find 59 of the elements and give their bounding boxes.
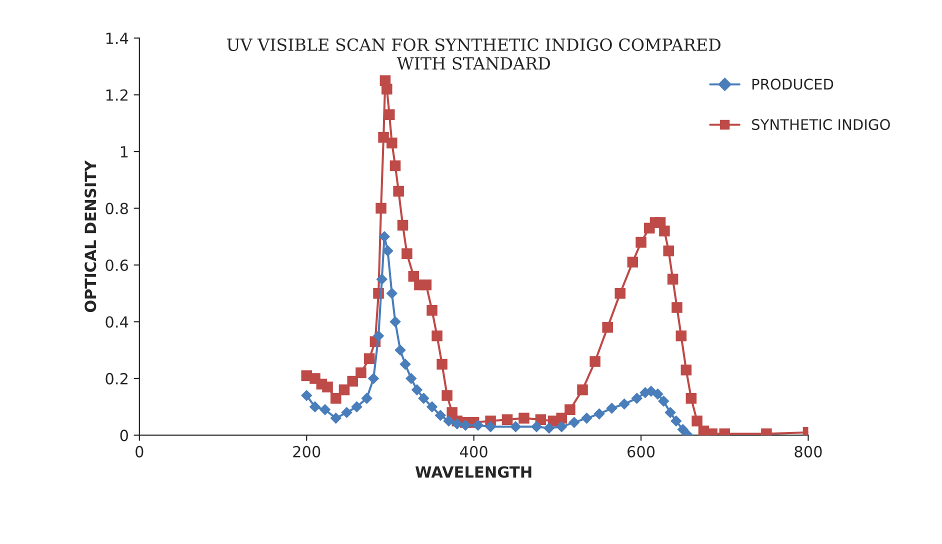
y-tick-label: 0.2 [106, 372, 128, 384]
x-tick-label: 400 [460, 446, 488, 458]
point [531, 421, 542, 432]
x-tick-label: 200 [293, 446, 320, 458]
point [452, 418, 463, 430]
point [606, 402, 618, 414]
y-tick-label: 1 [120, 146, 128, 158]
point [443, 416, 454, 426]
y-tick-label: 1.4 [106, 32, 128, 44]
y-tick-label: 0.4 [106, 316, 128, 328]
point [330, 412, 342, 424]
point [394, 344, 406, 356]
y-axis-title: OPTICAL DENSITY [84, 160, 96, 312]
y-tick-label: 0.6 [106, 259, 128, 272]
point [373, 330, 384, 342]
legend-label: PRODUCED [752, 78, 834, 90]
point [386, 288, 398, 299]
point [378, 231, 390, 242]
point [301, 390, 312, 401]
point [664, 407, 676, 418]
point [361, 392, 372, 404]
legend-label: SYNTHETIC INDIGO [752, 119, 890, 130]
point [677, 424, 688, 435]
chart-title: UV VISIBLE SCAN FOR SYNTHETIC INDIGO COMPARED WITH STANDARD [227, 38, 720, 70]
point [418, 392, 430, 404]
point [556, 421, 568, 432]
point [382, 245, 394, 256]
point [376, 274, 388, 285]
y-tick-label: 0.8 [106, 202, 128, 214]
point [510, 421, 522, 432]
y-tick-label: 1.2 [106, 89, 128, 101]
point [581, 412, 592, 424]
x-tick-label: 800 [794, 446, 822, 458]
point [472, 420, 484, 431]
x-axis-title: WAVELENGTH [415, 466, 532, 478]
point [670, 416, 682, 426]
x-tick-label: 0 [136, 446, 144, 458]
point [320, 404, 330, 416]
point [594, 408, 605, 420]
y-tick-label: 0 [120, 430, 128, 442]
point [460, 420, 471, 431]
point [400, 358, 411, 370]
point [341, 407, 352, 418]
point [412, 384, 422, 396]
point [426, 401, 438, 412]
point [658, 396, 670, 407]
point [390, 316, 401, 328]
point [351, 401, 362, 412]
point [568, 417, 580, 428]
point [485, 421, 496, 432]
point [631, 392, 642, 404]
point [310, 401, 320, 412]
x-tick-label: 600 [628, 446, 655, 458]
point [544, 422, 554, 434]
point [618, 398, 630, 410]
point [406, 373, 417, 384]
point [434, 410, 446, 421]
point [368, 373, 379, 384]
point [652, 388, 664, 400]
